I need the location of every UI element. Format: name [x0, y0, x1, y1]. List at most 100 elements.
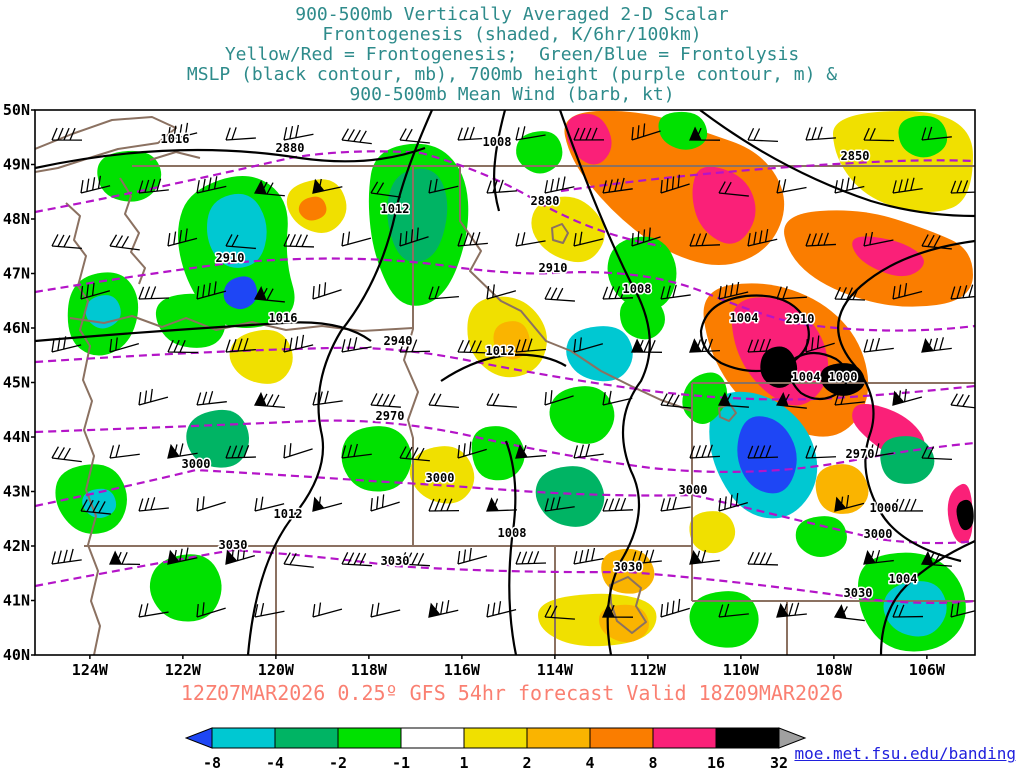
- shaded-region: [956, 499, 974, 531]
- axis-lon-label: 124W: [72, 661, 109, 679]
- shaded-region: [82, 488, 117, 519]
- wind-barb: [370, 602, 401, 618]
- colorbar-segment: [526, 727, 591, 749]
- wind-barb: [775, 392, 807, 409]
- axis-lat-label: 50N: [3, 101, 30, 119]
- shaded-region: [531, 196, 605, 263]
- wind-barb: [312, 282, 342, 300]
- geo-border: [551, 223, 569, 244]
- title-line-2: Frontogenesis (shaded, K/6hr/100km): [322, 24, 702, 45]
- wind-barb: [457, 339, 489, 354]
- colorbar: -8 -4 -2 -1 1 2 4 8 16 32: [184, 727, 845, 779]
- contour-label-mslp: 1012: [381, 202, 410, 216]
- wind-barb: [225, 127, 256, 141]
- wind-barb: [370, 181, 401, 198]
- colorbar-segment: [652, 727, 717, 749]
- wind-barb: [399, 552, 430, 567]
- axis-lat-label: 40N: [3, 646, 30, 664]
- mslp-contour: [699, 294, 810, 373]
- wind-barb: [689, 338, 720, 353]
- axis-lon-label: 114W: [537, 661, 574, 679]
- contour-label-height: 3030: [614, 560, 643, 574]
- shaded-region: [619, 296, 665, 340]
- wind-barb: [834, 391, 865, 406]
- contour-label-height: 2910: [216, 251, 245, 265]
- wind-barb: [370, 393, 401, 408]
- wind-barb: [602, 285, 634, 300]
- forecast-valid-caption: 12Z07MAR2026 0.25º GFS 54hr forecast Val…: [180, 681, 844, 705]
- wind-barb: [341, 337, 372, 353]
- contour-label-mslp: 1008: [498, 526, 527, 540]
- axis-lon-label: 108W: [816, 661, 853, 679]
- colorbar-label: -8: [203, 754, 221, 772]
- mslp-contour: [837, 239, 975, 563]
- wind-barb: [892, 283, 923, 300]
- wind-barb: [196, 176, 227, 194]
- shaded-region: [149, 554, 222, 622]
- wind-barb: [544, 605, 575, 620]
- contour-label-height: 2880: [531, 194, 560, 208]
- wind-barb: [950, 602, 975, 618]
- wind-barb: [747, 445, 779, 459]
- wind-barb: [486, 284, 517, 300]
- wind-barb: [254, 602, 285, 618]
- wind-barb: [631, 549, 662, 565]
- wind-barb: [747, 338, 778, 353]
- wind-barb: [747, 127, 778, 143]
- shaded-region: [692, 166, 756, 244]
- wind-barb: [167, 228, 198, 247]
- colorbar-segment: [463, 727, 528, 749]
- wind-barb: [109, 234, 140, 251]
- wind-barb: [138, 603, 169, 618]
- mslp-contour: [246, 110, 434, 655]
- wind-barb: [341, 231, 372, 247]
- wind-barb: [573, 337, 604, 353]
- colorbar-segment: [589, 727, 654, 749]
- contour-label-height: 3030: [844, 586, 873, 600]
- contour-label-height: 2970: [376, 409, 405, 423]
- wind-barb: [515, 126, 546, 141]
- mslp-contour: [504, 440, 518, 655]
- credit-link[interactable]: moe.met.fsu.edu/banding: [794, 744, 1016, 763]
- wind-barb: [51, 127, 83, 141]
- contour-label-height: 2910: [539, 261, 568, 275]
- wind-barb: [428, 178, 459, 194]
- geo-border: [149, 151, 201, 161]
- wind-barb: [805, 445, 837, 459]
- wind-barbs-layer: [51, 122, 975, 622]
- wind-barb: [515, 444, 546, 459]
- wind-barb: [428, 285, 459, 300]
- axis-lat-label: 46N: [3, 319, 30, 337]
- colorbar-label: 16: [707, 754, 725, 772]
- shaded-region: [97, 150, 162, 202]
- mslp-contour: [35, 321, 372, 343]
- colorbar-label: 2: [522, 754, 531, 772]
- axis-lat-label: 43N: [3, 483, 30, 501]
- shaded-region: [471, 426, 525, 481]
- shaded-region: [566, 326, 633, 382]
- wind-barb: [950, 393, 975, 410]
- wind-barb: [196, 496, 226, 512]
- wind-barb: [167, 443, 198, 459]
- axis-lat-label: 47N: [3, 265, 30, 283]
- shaded-region: [852, 236, 924, 277]
- wind-barb: [253, 391, 285, 409]
- colorbar-right-arrow: [778, 727, 807, 749]
- shaded-region: [493, 321, 530, 360]
- wind-barb: [515, 551, 547, 565]
- axis-lon-label: 116W: [444, 661, 481, 679]
- wind-barb: [196, 391, 227, 406]
- wind-barb: [312, 602, 343, 618]
- shaded-region: [549, 386, 615, 444]
- colorbar-label: 8: [648, 754, 657, 772]
- wind-barb: [833, 604, 865, 622]
- wind-barb: [457, 231, 488, 247]
- shaded-region: [820, 363, 865, 396]
- wind-barb: [834, 176, 865, 194]
- wind-barb: [225, 546, 256, 565]
- wind-barb: [689, 233, 721, 247]
- mslp-contour: [788, 351, 849, 401]
- wind-barb: [776, 179, 807, 194]
- wind-barb: [660, 598, 690, 618]
